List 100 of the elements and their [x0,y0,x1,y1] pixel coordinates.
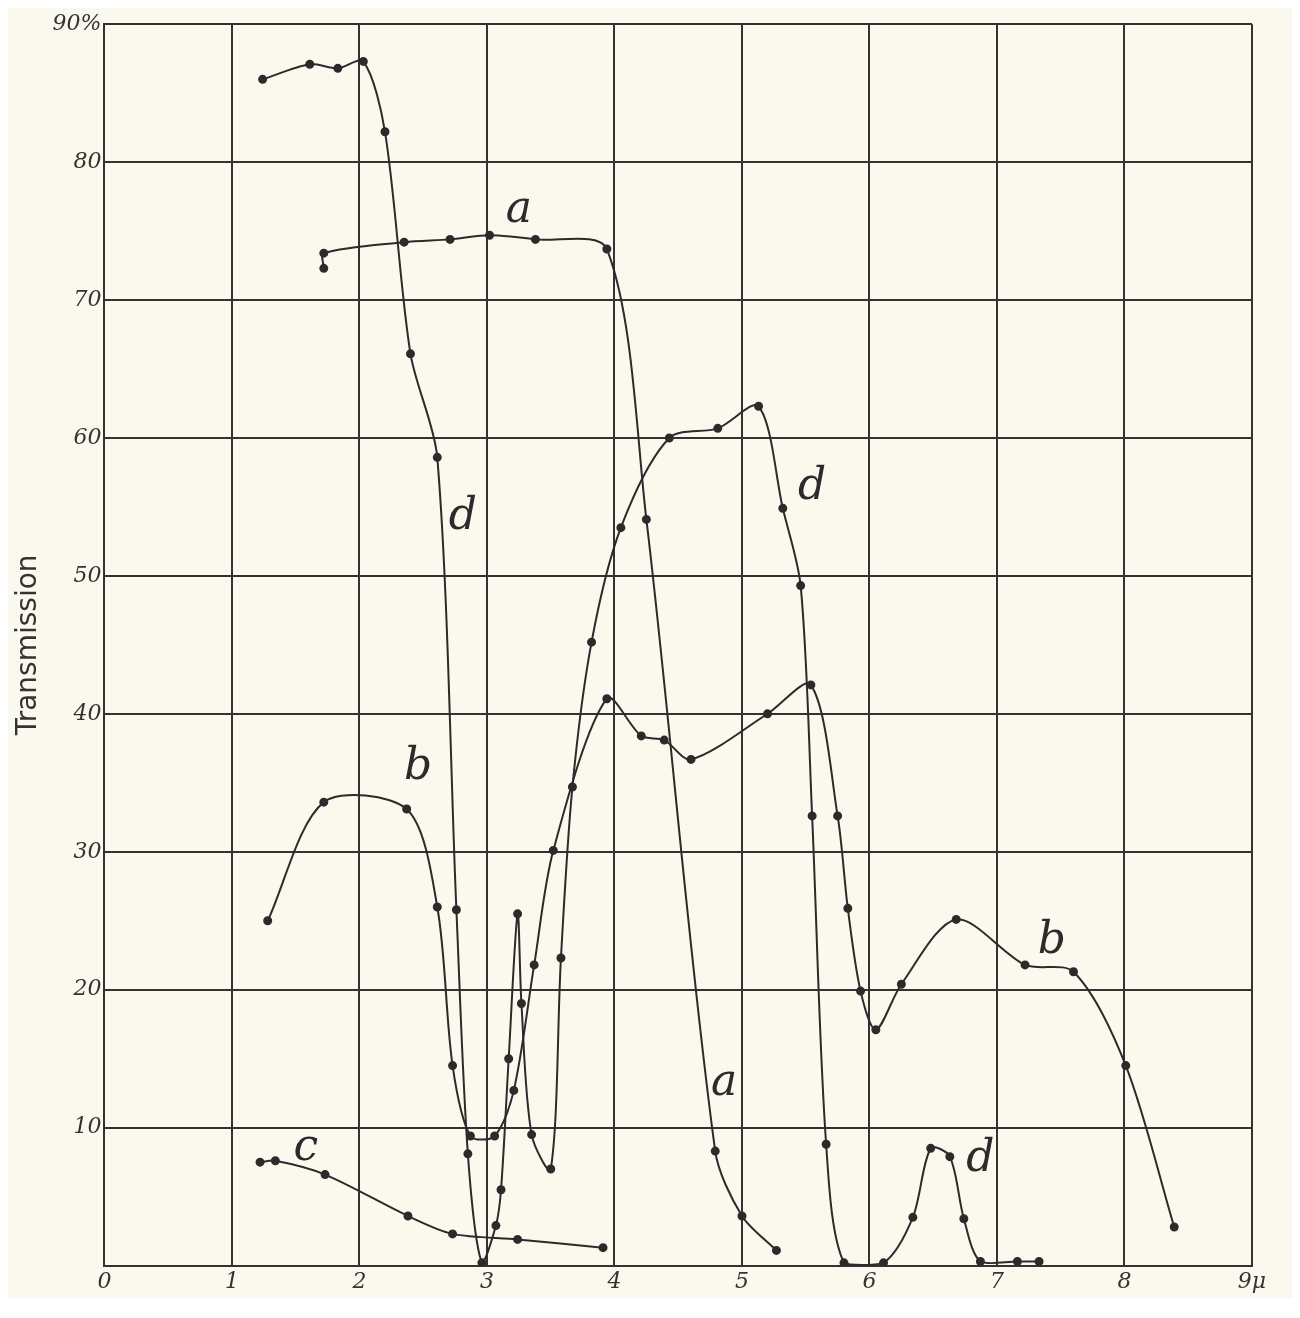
x-tick-label: 6 [862,1267,877,1293]
point [451,905,461,915]
point [807,811,817,821]
x-tick-label: 9μ [1237,1267,1267,1293]
point [358,56,368,66]
point [843,903,853,913]
point [509,1085,519,1095]
point [448,1229,458,1239]
y-tick-label: 40 [72,699,102,725]
point [432,902,442,912]
point [491,1221,501,1231]
y-tick-label: 10 [73,1113,102,1139]
point [796,581,806,591]
point [602,244,612,254]
point [1034,1256,1044,1266]
point [263,916,273,926]
point [319,263,329,273]
point [839,1258,849,1266]
point [686,754,696,764]
point [763,709,772,719]
point [556,953,566,963]
text: d [966,1129,995,1181]
point [255,1157,265,1167]
x-tick-label: 2 [351,1267,367,1293]
point [896,979,906,989]
point [737,1211,747,1221]
point [513,1234,523,1244]
point [432,452,442,462]
point [1020,960,1030,970]
point [319,248,329,258]
point [587,637,597,647]
text: b [404,738,433,790]
point [598,1243,608,1253]
point [529,960,539,970]
point [659,735,669,745]
point [1121,1061,1131,1071]
text: a [505,180,532,232]
point [448,1061,458,1071]
y-axis-title: Transmission [10,554,44,737]
point [403,1211,413,1221]
point [713,423,723,433]
x-tick-label: 4 [606,1267,622,1293]
y-tick-label: 60 [73,423,102,449]
point [602,694,612,704]
point [945,1152,955,1162]
point [477,1258,487,1266]
x-tick-label: 3 [480,1267,494,1293]
point [406,349,415,359]
point [636,731,646,741]
point [402,804,412,814]
point [548,845,558,855]
point [908,1212,918,1222]
series-label: a [711,1053,738,1105]
point [333,63,343,73]
point [710,1146,720,1156]
point [959,1214,969,1224]
x-tick-label: 7 [990,1267,1004,1293]
point [380,127,390,137]
point [926,1143,936,1153]
point [975,1256,985,1266]
x-tick-label: 5 [735,1267,749,1293]
point [319,797,329,807]
x-tick-label: 1 [225,1267,239,1293]
point [664,433,674,443]
point [516,999,526,1009]
point [305,59,315,69]
y-tick-label: 70 [73,285,102,311]
point [641,514,651,524]
point [871,1025,881,1035]
y-tick-label: 30 [73,837,102,863]
x-tick-label: 0 [97,1267,112,1293]
point [445,234,455,244]
point [856,986,866,996]
point [513,909,523,919]
point [754,401,764,411]
point [496,1185,506,1195]
y-tick-label: 50 [73,561,102,587]
point [879,1258,889,1266]
point [485,230,495,240]
series-label: c [293,1118,319,1170]
point [258,74,268,84]
x-tick-label: 8 [1117,1267,1132,1293]
text: d [798,458,827,510]
point [1012,1256,1022,1266]
point [527,1130,537,1140]
point [490,1131,500,1141]
point [833,811,843,821]
point [320,1170,330,1180]
point [530,234,540,244]
point [821,1139,831,1149]
point [504,1054,514,1064]
series-label: b [1037,911,1066,963]
point [399,237,409,247]
point [951,914,961,924]
point [616,523,626,533]
point [806,680,816,690]
point [778,503,788,513]
point [546,1164,556,1174]
point [1069,967,1078,977]
point [270,1156,280,1166]
